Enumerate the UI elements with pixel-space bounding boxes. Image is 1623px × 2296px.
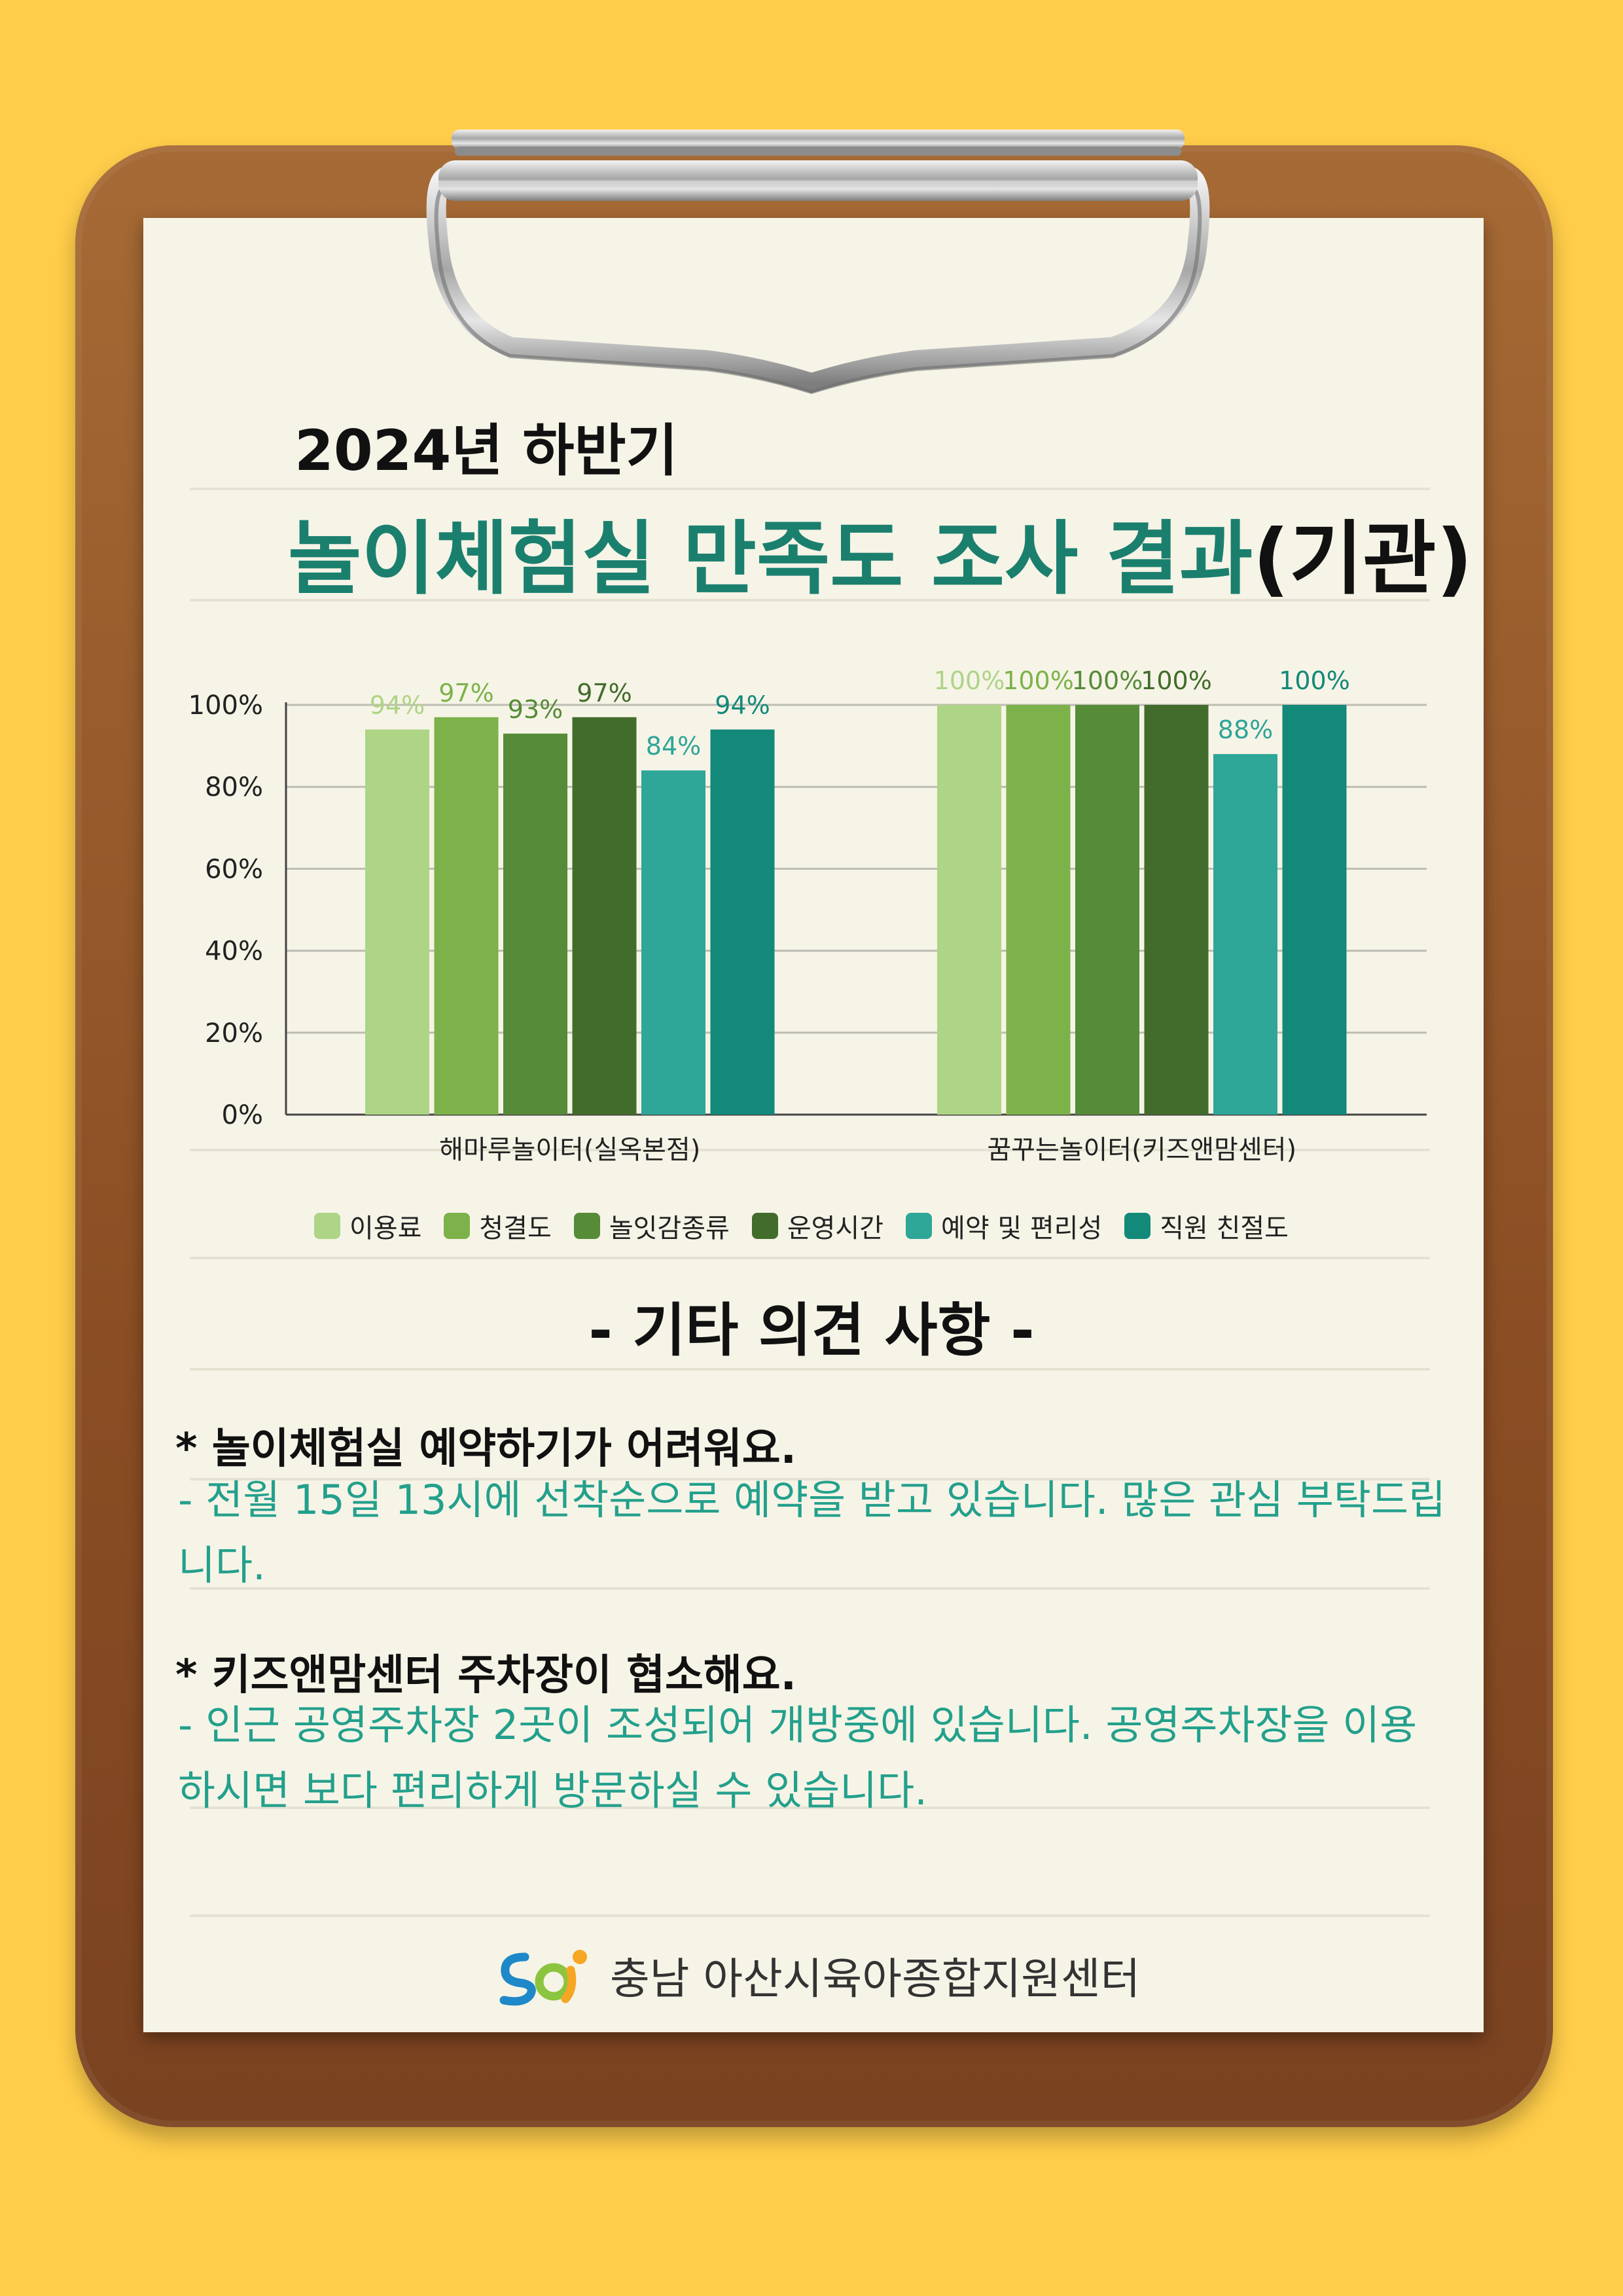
chart-legend: 이용료 청결도 놀잇감종류 운영시간 예약 및 편리성 직원 친절도	[314, 1204, 1309, 1247]
data-label: 97%	[438, 679, 493, 708]
data-label: 93%	[508, 695, 563, 724]
center-logo-icon	[499, 1950, 587, 2006]
clipboard-clip-icon	[426, 130, 1210, 395]
opinion-question: * 키즈앤맘센터 주차장이 협소해요.	[175, 1651, 796, 1700]
bar	[937, 705, 1001, 1115]
legend-item: 청결도	[444, 1207, 552, 1245]
bar	[641, 770, 705, 1115]
opinion-answer: - 인근 공영주차장 2곳이 조성되어 개방중에 있습니다. 공영주차장을 이용…	[178, 1701, 1418, 1814]
footer: 충남 아산시육아종합지원센터	[497, 1943, 1140, 2008]
legend-item: 이용료	[314, 1207, 421, 1245]
bar	[572, 717, 637, 1115]
legend-item: 예약 및 편리성	[906, 1207, 1102, 1245]
paper-rule	[190, 1368, 1430, 1371]
paper-sheet	[143, 218, 1484, 2032]
title-main-text: 놀이체험실 만족도 조사 결과	[288, 512, 1253, 605]
bar-chart: 0% 20% 40% 60% 80% 100% 94% 97% 93% 97% 84% 94% 해마루놀…	[188, 666, 1427, 1165]
bar	[503, 733, 567, 1115]
y-tick-label: 0%	[222, 1100, 263, 1130]
legend-label: 청결도	[479, 1213, 552, 1244]
legend-label: 놀잇감종류	[609, 1213, 730, 1244]
data-label: 94%	[370, 691, 425, 720]
paper-rule	[190, 1149, 1430, 1151]
data-label: 100%	[934, 666, 1005, 695]
opinion-question: * 놀이체험실 예약하기가 어려워요.	[175, 1425, 796, 1473]
data-label: 100%	[1072, 666, 1143, 695]
organization-name: 충남 아산시육아종합지원센터	[610, 1954, 1141, 2004]
data-label: 97%	[577, 679, 632, 708]
paper-rule	[190, 1478, 1430, 1480]
bar	[1144, 705, 1209, 1115]
opinion-answer: - 전월 15일 13시에 선착순으로 예약을 받고 있습니다. 많은 관심 부…	[178, 1476, 1446, 1589]
paper-rule	[190, 1257, 1430, 1259]
x-category-label: 해마루놀이터(실옥본점)	[439, 1135, 700, 1165]
data-label: 100%	[1279, 666, 1350, 695]
legend-label: 예약 및 편리성	[941, 1213, 1103, 1244]
y-tick-label: 100%	[188, 691, 263, 721]
bar	[1282, 705, 1347, 1115]
legend-item: 놀잇감종류	[573, 1207, 730, 1245]
bar	[710, 729, 775, 1115]
paper-rule	[190, 1587, 1430, 1590]
legend-swatch	[314, 1213, 340, 1239]
bar	[1006, 705, 1071, 1115]
legend-swatch	[751, 1213, 778, 1239]
legend-swatch	[906, 1213, 933, 1239]
data-label: 94%	[715, 691, 770, 720]
legend-label: 직원 친절도	[1160, 1213, 1289, 1244]
title-year: 2024년 하반기	[294, 418, 678, 484]
data-label: 100%	[1141, 666, 1212, 695]
y-tick-label: 20%	[205, 1018, 263, 1049]
bar	[434, 717, 499, 1115]
legend-swatch	[573, 1213, 600, 1239]
title-suffix: (기관)	[1253, 512, 1473, 605]
paper-rule	[190, 1914, 1430, 1917]
bar	[1213, 754, 1277, 1115]
paper-rule	[190, 488, 1430, 490]
paper-rule	[190, 599, 1430, 601]
y-tick-label: 80%	[205, 772, 263, 802]
legend-swatch	[1124, 1213, 1151, 1239]
legend-item: 운영시간	[751, 1207, 884, 1245]
opinions-heading: - 기타 의견 사항 -	[588, 1297, 1035, 1364]
page-title: 놀이체험실 만족도 조사 결과(기관)	[288, 494, 1472, 610]
x-category-label: 꿈꾸는놀이터(키즈앤맘센터)	[987, 1135, 1296, 1165]
legend-swatch	[444, 1213, 471, 1239]
data-label: 100%	[1003, 666, 1074, 695]
data-label: 88%	[1218, 715, 1273, 744]
bar	[365, 729, 429, 1115]
legend-item: 직원 친절도	[1124, 1207, 1289, 1245]
legend-label: 이용료	[349, 1213, 422, 1244]
y-tick-label: 40%	[205, 937, 263, 967]
data-label: 84%	[646, 732, 701, 761]
bar	[1075, 705, 1139, 1115]
paper-rule	[190, 1806, 1430, 1809]
legend-label: 운영시간	[787, 1213, 884, 1244]
y-tick-label: 60%	[205, 854, 263, 884]
